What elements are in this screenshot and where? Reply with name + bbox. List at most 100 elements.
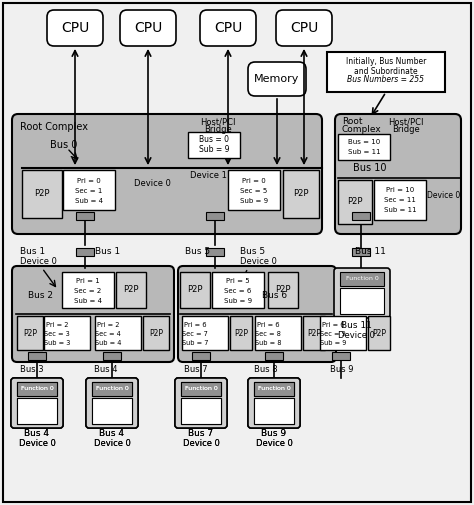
Bar <box>228 170 280 210</box>
Text: Root Complex: Root Complex <box>20 122 88 132</box>
Text: Pri = 1: Pri = 1 <box>76 278 100 284</box>
Text: Sub = 4: Sub = 4 <box>75 198 103 204</box>
Text: Bus = 0: Bus = 0 <box>199 135 229 144</box>
Text: Sub = 7: Sub = 7 <box>182 340 208 346</box>
Text: Function 0: Function 0 <box>258 386 291 391</box>
Bar <box>206 212 224 220</box>
Text: Bus 0: Bus 0 <box>50 140 77 150</box>
Text: Bus 1: Bus 1 <box>20 247 45 257</box>
Text: Memory: Memory <box>255 74 300 84</box>
Bar <box>192 352 210 360</box>
Text: Function 0: Function 0 <box>185 386 218 391</box>
Text: P2P: P2P <box>307 328 321 337</box>
FancyBboxPatch shape <box>334 268 390 318</box>
Text: Device 0: Device 0 <box>428 191 461 200</box>
Text: P2P: P2P <box>149 328 163 337</box>
Text: Bus 8: Bus 8 <box>254 366 278 375</box>
FancyBboxPatch shape <box>12 114 322 234</box>
Text: Device 0: Device 0 <box>337 331 374 340</box>
Text: Sec = 11: Sec = 11 <box>384 197 416 203</box>
FancyBboxPatch shape <box>248 378 300 428</box>
Text: Sub = 8: Sub = 8 <box>255 340 281 346</box>
Text: P2P: P2P <box>23 328 37 337</box>
Bar <box>76 248 94 256</box>
FancyBboxPatch shape <box>178 266 336 362</box>
Text: Function 0: Function 0 <box>21 386 54 391</box>
Bar <box>327 52 445 92</box>
Text: Device 1: Device 1 <box>190 171 227 179</box>
Text: Bus 7: Bus 7 <box>184 366 208 375</box>
Text: P2P: P2P <box>372 328 386 337</box>
FancyBboxPatch shape <box>248 62 306 96</box>
Text: Bridge: Bridge <box>392 126 420 134</box>
Text: Sec = 6: Sec = 6 <box>224 288 252 294</box>
Bar <box>255 316 301 350</box>
Text: Sec = 5: Sec = 5 <box>240 188 268 194</box>
Text: P2P: P2P <box>275 285 291 294</box>
Text: Device 0: Device 0 <box>20 258 57 267</box>
Bar <box>332 352 350 360</box>
FancyBboxPatch shape <box>175 378 227 428</box>
Text: Bus 7: Bus 7 <box>189 429 214 438</box>
Bar <box>181 382 221 396</box>
Text: Pri = 2: Pri = 2 <box>46 322 68 328</box>
Text: Sub = 4: Sub = 4 <box>95 340 121 346</box>
Bar <box>283 170 319 218</box>
Text: Device 0: Device 0 <box>240 258 277 267</box>
Text: Host/PCI: Host/PCI <box>388 118 424 126</box>
Text: Bus 9: Bus 9 <box>262 429 287 438</box>
Bar <box>62 272 114 308</box>
Text: Bus 11: Bus 11 <box>355 247 386 257</box>
Bar <box>188 132 240 158</box>
Text: Bus 4: Bus 4 <box>94 366 118 375</box>
Bar <box>254 398 294 424</box>
Text: Function 0: Function 0 <box>258 386 291 391</box>
Text: Bus 11: Bus 11 <box>340 322 372 330</box>
Text: Bus 4: Bus 4 <box>100 429 125 438</box>
Text: Sec = 2: Sec = 2 <box>74 288 101 294</box>
Bar <box>180 272 210 308</box>
Bar <box>17 382 57 396</box>
Bar <box>338 180 372 224</box>
Text: Sec = 7: Sec = 7 <box>182 331 208 337</box>
Text: Device 0: Device 0 <box>18 439 55 448</box>
Text: Sec = 8: Sec = 8 <box>255 331 281 337</box>
FancyBboxPatch shape <box>200 10 256 46</box>
Text: Pri = 6: Pri = 6 <box>184 322 206 328</box>
Bar <box>368 316 390 350</box>
FancyBboxPatch shape <box>11 378 63 428</box>
Bar <box>76 212 94 220</box>
Bar <box>265 352 283 360</box>
Text: Device 0: Device 0 <box>182 439 219 448</box>
FancyBboxPatch shape <box>120 10 176 46</box>
Text: Function 0: Function 0 <box>346 277 378 281</box>
Text: Pri = 6: Pri = 6 <box>322 322 344 328</box>
Text: Function 0: Function 0 <box>21 386 54 391</box>
Bar <box>22 170 62 218</box>
Bar <box>212 272 264 308</box>
Bar <box>143 316 169 350</box>
Text: Sub = 9: Sub = 9 <box>224 298 252 304</box>
Text: Bus 5: Bus 5 <box>240 247 265 257</box>
FancyBboxPatch shape <box>86 378 138 428</box>
Bar <box>17 316 43 350</box>
Text: CPU: CPU <box>134 21 162 35</box>
Bar <box>206 248 224 256</box>
Text: CPU: CPU <box>214 21 242 35</box>
FancyBboxPatch shape <box>12 266 174 362</box>
Bar <box>303 316 325 350</box>
Bar <box>181 382 221 396</box>
Text: Sec = 3: Sec = 3 <box>44 331 70 337</box>
Bar <box>181 398 221 424</box>
Bar <box>63 170 115 210</box>
Text: Bus 9: Bus 9 <box>262 429 287 438</box>
Bar <box>95 316 141 350</box>
Text: Device 0: Device 0 <box>182 439 219 448</box>
Text: Bus 2: Bus 2 <box>28 291 53 300</box>
Text: Complex: Complex <box>342 126 382 134</box>
Bar <box>28 352 46 360</box>
Text: Host/PCI: Host/PCI <box>200 118 236 126</box>
Bar <box>254 382 294 396</box>
Text: Bus 9: Bus 9 <box>330 366 354 375</box>
Bar <box>92 398 132 424</box>
